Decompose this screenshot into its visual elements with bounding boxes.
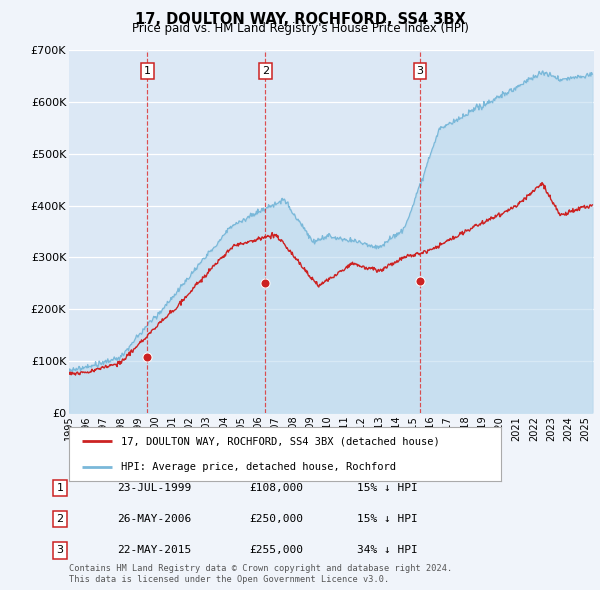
Text: 26-MAY-2006: 26-MAY-2006	[117, 514, 191, 524]
Text: 2: 2	[56, 514, 64, 524]
Text: 3: 3	[56, 546, 64, 555]
Text: HPI: Average price, detached house, Rochford: HPI: Average price, detached house, Roch…	[121, 463, 396, 472]
Text: £255,000: £255,000	[249, 546, 303, 555]
Text: Contains HM Land Registry data © Crown copyright and database right 2024.: Contains HM Land Registry data © Crown c…	[69, 565, 452, 573]
Text: 23-JUL-1999: 23-JUL-1999	[117, 483, 191, 493]
Text: 34% ↓ HPI: 34% ↓ HPI	[357, 546, 418, 555]
Text: 17, DOULTON WAY, ROCHFORD, SS4 3BX (detached house): 17, DOULTON WAY, ROCHFORD, SS4 3BX (deta…	[121, 436, 440, 446]
Text: 3: 3	[416, 66, 424, 76]
Text: Price paid vs. HM Land Registry's House Price Index (HPI): Price paid vs. HM Land Registry's House …	[131, 22, 469, 35]
Text: £250,000: £250,000	[249, 514, 303, 524]
Text: 22-MAY-2015: 22-MAY-2015	[117, 546, 191, 555]
Text: 15% ↓ HPI: 15% ↓ HPI	[357, 483, 418, 493]
Text: 2: 2	[262, 66, 269, 76]
Text: 17, DOULTON WAY, ROCHFORD, SS4 3BX: 17, DOULTON WAY, ROCHFORD, SS4 3BX	[134, 12, 466, 27]
Text: 15% ↓ HPI: 15% ↓ HPI	[357, 514, 418, 524]
Text: £108,000: £108,000	[249, 483, 303, 493]
Text: This data is licensed under the Open Government Licence v3.0.: This data is licensed under the Open Gov…	[69, 575, 389, 584]
Text: 1: 1	[144, 66, 151, 76]
Text: 1: 1	[56, 483, 64, 493]
